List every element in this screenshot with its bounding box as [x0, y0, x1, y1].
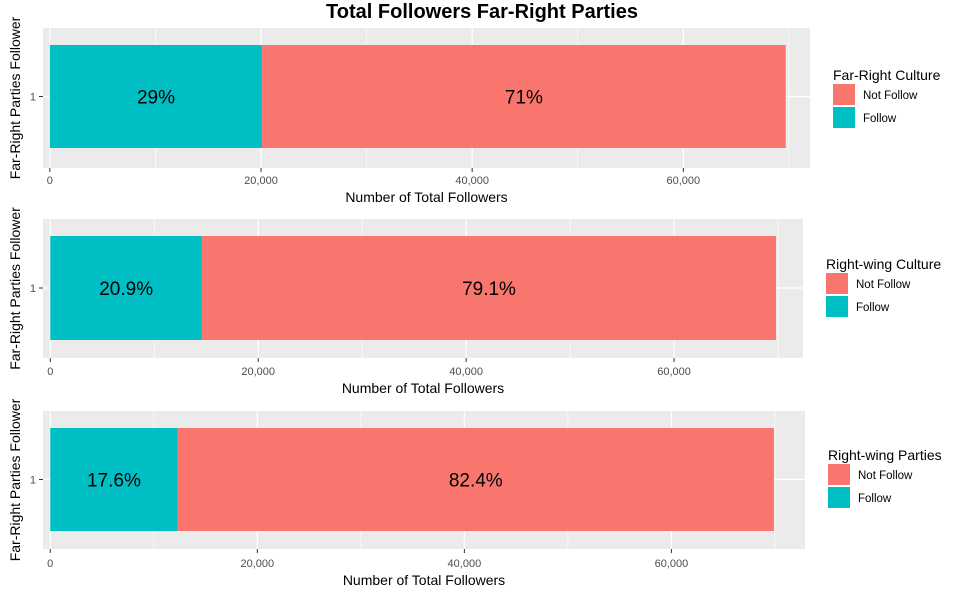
legend-title: Far-Right Culture	[833, 67, 941, 83]
x-tick-label: 20,000	[240, 558, 274, 570]
legend-label-follow: Follow	[856, 302, 890, 314]
y-tick-label: 1	[30, 475, 36, 487]
legend-label-not-follow: Not Follow	[856, 279, 911, 291]
x-tick-label: 0	[47, 175, 53, 187]
chart-title: Total Followers Far-Right Parties	[326, 1, 638, 23]
legend-key-not-follow	[828, 464, 850, 485]
chart-panel-3: 17.6% 82.4% 0 20,000 40,000 60,000 1 Number of …	[7, 398, 942, 588]
data-label-follow: 29%	[137, 88, 175, 109]
legend-title: Right-wing Culture	[826, 256, 941, 272]
x-axis-label: Number of Total Followers	[343, 572, 505, 588]
x-tick-label: 40,000	[449, 366, 483, 378]
x-tick-label: 40,000	[448, 558, 482, 570]
y-tick-label: 1	[30, 92, 36, 104]
x-axis-label: Number of Total Followers	[345, 189, 507, 205]
legend: Far-Right Culture Not Follow Follow	[833, 67, 941, 128]
data-label-follow: 20.9%	[99, 279, 153, 300]
x-tick-label: 0	[47, 558, 53, 570]
x-tick-label: 60,000	[657, 366, 691, 378]
bar-not-follow	[177, 428, 774, 531]
data-label-follow: 17.6%	[87, 471, 141, 492]
legend-key-not-follow	[826, 273, 848, 294]
legend: Right-wing Culture Not Follow Follow	[826, 256, 941, 317]
y-axis-label: Far-Right Parties Follower	[7, 398, 23, 561]
data-label-not-follow: 79.1%	[462, 279, 516, 300]
legend-label-not-follow: Not Follow	[863, 90, 918, 102]
legend-key-follow	[826, 296, 848, 317]
x-tick-label: 20,000	[244, 175, 278, 187]
data-label-not-follow: 71%	[505, 88, 543, 109]
y-axis-label: Far-Right Parties Follower	[7, 207, 23, 370]
x-tick-label: 60,000	[655, 558, 689, 570]
bar-not-follow	[202, 236, 776, 340]
x-tick-label: 60,000	[666, 175, 700, 187]
chart-panel-1: 29% 71% 0 20,000 40,000 60,000 1 Number of Tota…	[7, 16, 941, 205]
legend: Right-wing Parties Not Follow Follow	[828, 447, 942, 508]
x-tick-label: 40,000	[455, 175, 489, 187]
legend-key-follow	[833, 107, 855, 128]
legend-key-follow	[828, 487, 850, 508]
bar-not-follow	[262, 45, 786, 148]
y-tick-label: 1	[30, 283, 36, 295]
x-tick-label: 20,000	[241, 366, 275, 378]
legend-label-follow: Follow	[863, 113, 897, 125]
bar-follow	[50, 236, 203, 340]
bar-follow	[50, 428, 178, 531]
legend-title: Right-wing Parties	[828, 447, 942, 463]
legend-key-not-follow	[833, 84, 855, 105]
x-tick-label: 0	[47, 366, 53, 378]
legend-label-follow: Follow	[858, 493, 892, 505]
x-axis-label: Number of Total Followers	[342, 380, 504, 396]
data-label-not-follow: 82.4%	[449, 471, 503, 492]
chart-panel-2: 20.9% 79.1% 0 20,000 40,000 60,000 1 Number of …	[7, 207, 941, 396]
y-axis-label: Far-Right Parties Follower	[7, 16, 23, 179]
bar-follow	[49, 45, 263, 148]
legend-label-not-follow: Not Follow	[858, 470, 913, 482]
